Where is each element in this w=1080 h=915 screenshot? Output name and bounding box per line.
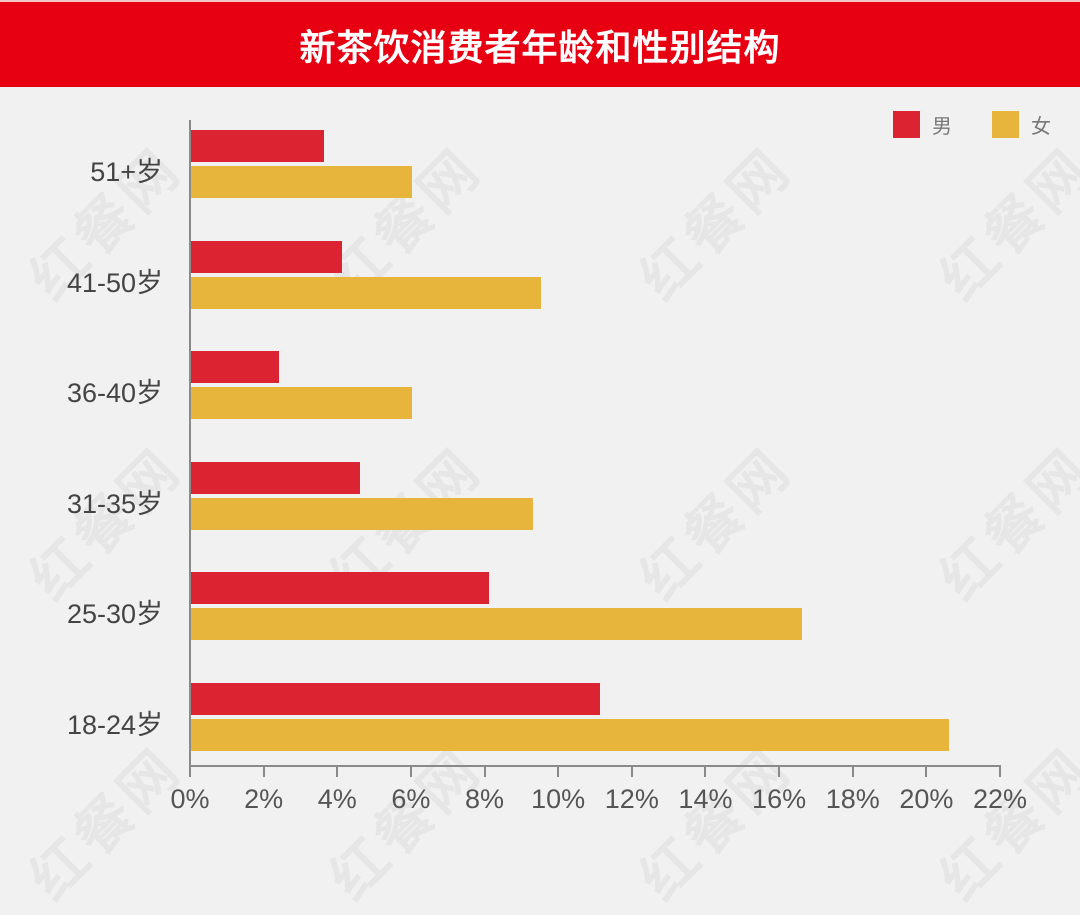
bar-female (191, 166, 412, 198)
x-tick-label: 2% (244, 784, 284, 814)
x-tick (262, 765, 265, 777)
x-tick (851, 765, 854, 777)
x-tick-label: 8% (465, 784, 505, 814)
y-axis (189, 120, 191, 777)
x-tick-label: 14% (678, 784, 733, 814)
bar-male (191, 682, 600, 715)
y-tick-label: 31-35岁 (66, 488, 163, 519)
legend-label-female: 女 (1031, 114, 1051, 138)
x-tick (630, 765, 633, 777)
y-tick-label: 41-50岁 (66, 267, 163, 298)
bar-male (191, 130, 324, 162)
bar-female (191, 276, 541, 309)
x-tick (336, 765, 339, 777)
x-tick (704, 765, 707, 777)
watermark-text: 红餐网 (919, 126, 1080, 315)
x-tick-label: 4% (317, 784, 357, 814)
watermark-text: 红餐网 (619, 426, 808, 615)
x-axis (189, 765, 1001, 767)
x-tick-label: 6% (391, 784, 431, 814)
y-tick-label: 18-24岁 (66, 709, 163, 740)
watermark-text: 红餐网 (619, 726, 808, 915)
x-tick (999, 765, 1001, 777)
watermark-text: 红餐网 (919, 726, 1080, 915)
top-border (0, 0, 1080, 2)
bar-female (191, 387, 412, 419)
y-tick-label: 51+岁 (90, 157, 163, 187)
bar-female (191, 718, 949, 751)
watermark-text: 红餐网 (919, 426, 1080, 615)
x-tick (778, 765, 781, 777)
bar-female (191, 497, 533, 530)
x-tick (557, 765, 560, 777)
legend-swatch-male (893, 111, 920, 138)
x-tick-label: 20% (899, 784, 954, 814)
watermark-text: 红餐网 (9, 726, 198, 915)
chart-title: 新茶饮消费者年龄和性别结构 (299, 27, 781, 69)
watermark-text: 红餐网 (9, 426, 198, 615)
x-tick (925, 765, 928, 777)
legend-label-male: 男 (932, 114, 952, 138)
y-tick-label: 36-40岁 (66, 378, 163, 408)
x-tick-label: 22% (972, 784, 1028, 814)
bar-male (191, 461, 360, 494)
y-tick-label: 25-30岁 (66, 599, 163, 629)
x-tick-label: 10% (531, 784, 586, 814)
bar-male (191, 351, 279, 383)
legend-item-female: 女 (992, 110, 1051, 139)
bar-male (191, 240, 342, 273)
x-tick (409, 765, 412, 777)
watermark-text: 红餐网 (309, 726, 498, 915)
x-tick (483, 765, 486, 777)
legend-swatch-female (992, 111, 1019, 138)
bar-female (191, 608, 802, 640)
bar-male (191, 572, 489, 604)
x-tick-label: 0% (170, 784, 210, 814)
x-tick-label: 12% (604, 784, 659, 814)
x-tick-label: 16% (752, 784, 807, 814)
x-tick-label: 18% (825, 784, 880, 814)
title-banner: 新茶饮消费者年龄和性别结构 (0, 2, 1080, 87)
legend-item-male: 男 (893, 110, 952, 139)
watermark-text: 红餐网 (619, 126, 808, 315)
x-tick (189, 765, 191, 777)
